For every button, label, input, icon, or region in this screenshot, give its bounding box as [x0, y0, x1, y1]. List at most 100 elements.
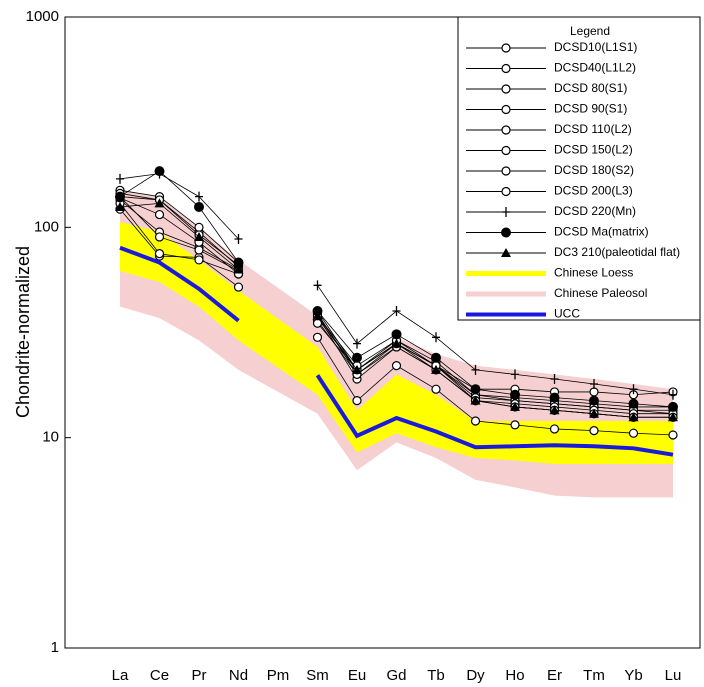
- marker: [431, 364, 441, 374]
- x-tick-label: Pm: [267, 667, 290, 684]
- legend-label: Chinese Paleosol: [554, 286, 647, 300]
- marker: [629, 384, 638, 395]
- x-tick-label: Dy: [466, 667, 485, 684]
- x-tick-label: Pr: [192, 667, 207, 684]
- x-tick-label: Er: [547, 667, 562, 684]
- legend-box: [457, 16, 701, 321]
- marker: [501, 43, 511, 53]
- marker: [589, 395, 599, 406]
- marker: [154, 198, 165, 208]
- marker: [669, 389, 677, 400]
- marker: [470, 384, 481, 395]
- marker: [154, 209, 165, 220]
- marker: [233, 257, 244, 268]
- marker: [470, 395, 481, 405]
- marker: [668, 430, 678, 440]
- marker: [628, 428, 639, 438]
- band: [120, 222, 673, 464]
- marker: [589, 408, 599, 418]
- legend-label: DCSD10(L1S1): [554, 40, 637, 54]
- marker: [668, 401, 678, 412]
- marker: [391, 361, 402, 371]
- marker: [194, 222, 204, 232]
- legend-label: DCSD Ma(matrix): [554, 225, 649, 239]
- series-line: [119, 173, 674, 396]
- marker: [511, 369, 519, 380]
- marker: [628, 398, 639, 409]
- y-tick-label: 10: [42, 429, 59, 446]
- x-tick-label: Eu: [348, 667, 366, 684]
- x-tick-label: Tb: [427, 667, 445, 684]
- marker: [668, 412, 678, 422]
- marker: [549, 405, 560, 415]
- marker: [501, 63, 511, 74]
- x-tick-label: Ho: [505, 667, 524, 684]
- marker: [194, 201, 204, 212]
- legend-label: DCSD40(L1L2): [554, 61, 636, 75]
- plot-area: [115, 166, 678, 498]
- marker: [502, 207, 510, 217]
- marker: [154, 249, 165, 259]
- marker: [195, 191, 203, 202]
- marker: [471, 364, 480, 375]
- marker: [352, 352, 362, 363]
- legend-label: Chinese Loess: [554, 266, 633, 280]
- marker: [194, 245, 204, 255]
- marker: [510, 389, 520, 400]
- x-tick-label: Lu: [665, 667, 682, 684]
- marker: [589, 387, 599, 397]
- marker: [391, 338, 402, 348]
- y-axis-label: Chondrite-normalized: [13, 246, 33, 418]
- x-tick-label: Sm: [306, 667, 329, 684]
- series-line: [119, 196, 673, 415]
- legend-label: DCSD 90(S1): [554, 102, 627, 116]
- series-line: [119, 202, 673, 418]
- legend-label: DCSD 180(S2): [554, 163, 634, 177]
- marker: [116, 173, 124, 184]
- marker: [628, 412, 639, 422]
- legend-label: DCSD 80(S1): [554, 81, 627, 95]
- marker: [194, 231, 204, 241]
- series-line: [119, 245, 674, 457]
- x-tick-label: Nd: [229, 667, 248, 684]
- marker: [154, 232, 165, 242]
- x-tick-label: Ce: [150, 667, 169, 684]
- legend-label: DCSD 150(L2): [554, 143, 633, 157]
- marker: [352, 364, 362, 374]
- marker: [589, 426, 599, 436]
- y-tick-label: 1000: [26, 8, 59, 25]
- marker: [501, 104, 511, 115]
- marker: [194, 255, 204, 265]
- legend-label: DCSD 110(L2): [554, 122, 632, 136]
- series-line: [119, 170, 674, 408]
- marker: [510, 401, 520, 411]
- y-tick-label: 1: [51, 639, 59, 656]
- marker: [501, 84, 511, 94]
- marker: [501, 125, 511, 135]
- marker: [432, 332, 440, 343]
- marker: [549, 392, 560, 403]
- marker: [115, 191, 125, 202]
- legend-label: DCSD 200(L3): [554, 184, 633, 198]
- marker: [312, 332, 323, 342]
- marker: [501, 166, 511, 176]
- x-tick-label: La: [112, 667, 129, 684]
- marker: [154, 166, 165, 177]
- marker: [233, 264, 244, 274]
- marker: [470, 416, 481, 426]
- legend-label: UCC: [554, 307, 580, 321]
- y-tick-label: 100: [34, 218, 59, 235]
- legend-label: DC3 210(paleotidal flat): [554, 245, 680, 259]
- marker: [501, 248, 511, 257]
- x-tick-label: Gd: [386, 667, 406, 684]
- marker: [549, 424, 560, 434]
- marker: [115, 201, 125, 211]
- marker: [550, 374, 559, 385]
- marker: [352, 396, 362, 406]
- marker: [501, 145, 511, 156]
- legend-label: DCSD 220(Mn): [554, 204, 636, 218]
- legend-title: Legend: [570, 24, 610, 38]
- marker: [353, 338, 361, 349]
- x-tick-label: Yb: [624, 667, 642, 684]
- marker: [312, 318, 323, 328]
